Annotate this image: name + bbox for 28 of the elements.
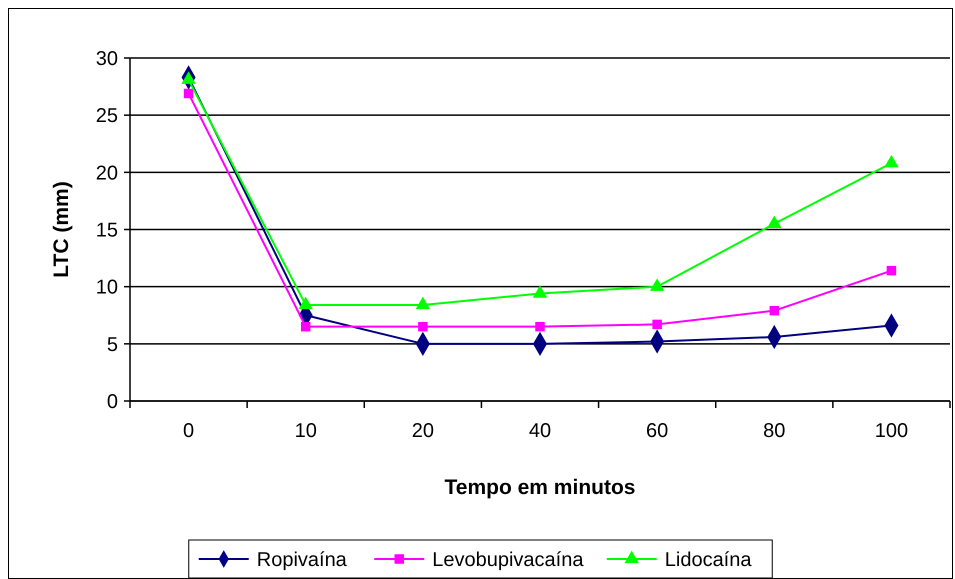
- legend-label: Levobupivacaína: [432, 549, 584, 571]
- x-tick-label: 40: [528, 420, 552, 442]
- point: [884, 154, 899, 168]
- x-tick-label: 10: [294, 420, 317, 442]
- y-tick-label: 25: [96, 105, 118, 128]
- x-tick-label: 80: [763, 420, 786, 442]
- point: [181, 71, 196, 84]
- y-tick-label: 30: [96, 48, 118, 70]
- x-tick-label: 0: [183, 420, 194, 442]
- x-tick-label: 100: [874, 420, 908, 442]
- x-tick-label: 20: [412, 420, 434, 442]
- y-tick-label: 10: [96, 276, 118, 299]
- y-tick-label: 20: [96, 162, 118, 184]
- y-tick-label: 15: [96, 220, 118, 242]
- point: [767, 215, 782, 228]
- x-tick-label: 60: [646, 420, 668, 442]
- point: [418, 322, 428, 332]
- y-tick-label: 0: [106, 391, 118, 413]
- point: [535, 322, 545, 332]
- legend-label: Ropivaína: [256, 549, 348, 571]
- point: [300, 322, 310, 332]
- point: [886, 266, 896, 276]
- point: [770, 306, 780, 316]
- legend-label: Lidocaína: [664, 549, 752, 571]
- y-tick-label: 5: [106, 334, 118, 356]
- y-axis-title: LTC (mm): [50, 181, 73, 278]
- point: [652, 320, 662, 330]
- x-axis-title: Tempo em minutos: [444, 476, 636, 499]
